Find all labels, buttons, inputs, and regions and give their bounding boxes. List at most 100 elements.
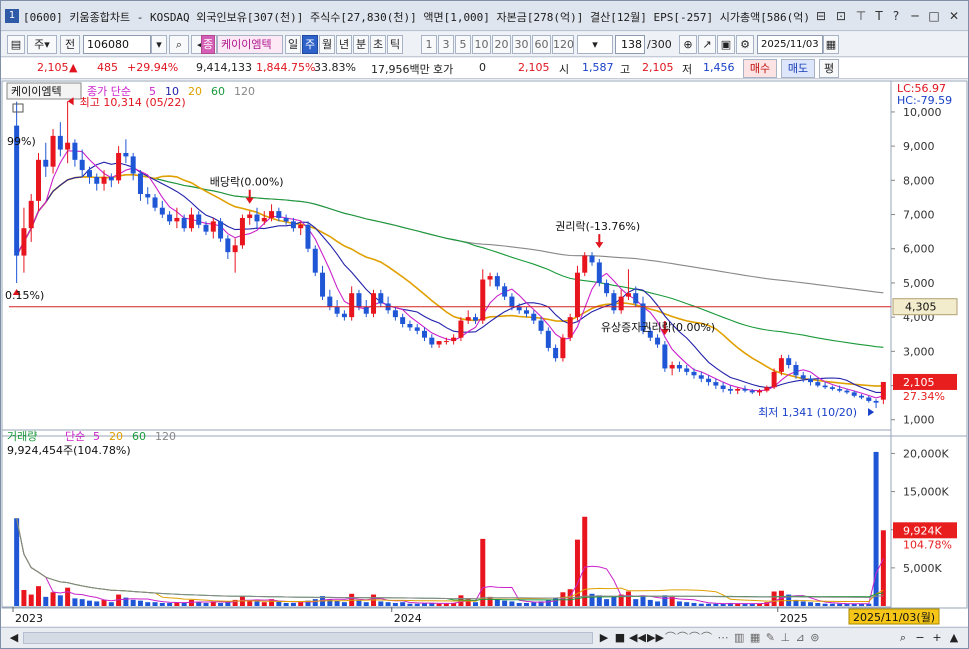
- candle-body: [247, 214, 253, 218]
- chart-mini-icon: [12, 103, 24, 113]
- restore-icon[interactable]: ⊟: [815, 9, 827, 23]
- interval-20[interactable]: 20: [492, 35, 511, 54]
- vol-legend-20: 20: [109, 430, 123, 443]
- stop-icon[interactable]: ■: [614, 631, 626, 644]
- volume-bar: [414, 603, 420, 606]
- tab-4[interactable]: 분: [353, 35, 369, 54]
- tab-6[interactable]: 틱: [387, 35, 403, 54]
- volume-bar: [341, 602, 347, 606]
- hc-label: HC:-79.59: [897, 94, 952, 107]
- volume-bar: [443, 603, 449, 606]
- chart-settings-icon[interactable]: ⊕: [679, 35, 697, 54]
- volume-bar: [465, 599, 471, 606]
- scroll-up-icon[interactable]: ▲: [949, 631, 959, 644]
- y-tick-label: 7,000: [903, 209, 935, 222]
- candle-body: [574, 272, 580, 318]
- calendar-icon[interactable]: ▦: [823, 35, 839, 54]
- volume-bar: [509, 601, 515, 606]
- tab-5[interactable]: 초: [370, 35, 386, 54]
- tab-0[interactable]: 일: [285, 35, 301, 54]
- maximize-icon[interactable]: □: [928, 9, 940, 23]
- fast-forward-icon[interactable]: ▶▶: [647, 631, 664, 644]
- volume-bar: [727, 602, 733, 606]
- candle-body: [487, 276, 493, 280]
- zoom-icon[interactable]: ⌕: [899, 631, 907, 644]
- scroll-left-icon[interactable]: ◀: [9, 631, 19, 644]
- candle-body: [771, 371, 777, 388]
- volume-bar: [334, 600, 340, 606]
- candle-body: [188, 214, 194, 229]
- interval-1[interactable]: 1: [421, 35, 437, 54]
- code-dropdown-button[interactable]: ▾: [151, 35, 167, 54]
- volume-bar: [378, 601, 384, 606]
- volume-bar: [57, 595, 63, 606]
- prev-button[interactable]: 전: [60, 35, 80, 54]
- interval-60[interactable]: 60: [532, 35, 551, 54]
- interval-10[interactable]: 10: [472, 35, 491, 54]
- save-icon[interactable]: ▣: [717, 35, 735, 54]
- candle-body: [378, 293, 384, 304]
- open-label: 시: [559, 63, 570, 76]
- tab-3[interactable]: 년: [336, 35, 352, 54]
- close-icon[interactable]: ✕: [948, 9, 960, 23]
- price-axis-panel: [890, 80, 968, 609]
- tab-2[interactable]: 월: [319, 35, 335, 54]
- candle-body: [793, 365, 799, 376]
- vol-legend-5: 5: [93, 430, 100, 443]
- flat-button[interactable]: 평: [819, 59, 839, 78]
- help-icon[interactable]: ?: [892, 9, 900, 23]
- sell-button[interactable]: 매도: [781, 59, 815, 78]
- ma-line-5: [16, 150, 884, 399]
- period-type-select[interactable]: 주▾: [27, 35, 57, 54]
- volume-bar: [203, 602, 209, 606]
- zoom-in-button[interactable]: +: [932, 631, 942, 644]
- y-tick-label: 9,000: [903, 140, 935, 153]
- gear-icon[interactable]: ⚙: [736, 35, 754, 54]
- volume-bar: [86, 600, 92, 606]
- ma-legend-60: 60: [211, 85, 225, 98]
- window-number: 1: [5, 9, 19, 23]
- search-icon[interactable]: ⌕: [169, 35, 189, 54]
- rewind-icon[interactable]: ◀◀: [629, 631, 646, 644]
- candle-body: [152, 197, 158, 208]
- draw-tool-icon[interactable]: ↗: [698, 35, 716, 54]
- text-icon[interactable]: T: [875, 9, 883, 23]
- menu-icon[interactable]: ▤: [7, 35, 25, 54]
- candle-body: [764, 387, 770, 391]
- tab-1[interactable]: 주: [302, 35, 318, 54]
- link-icon[interactable]: ⊡: [835, 9, 847, 23]
- buy-button[interactable]: 매수: [743, 59, 777, 78]
- zoom-out-button[interactable]: −: [915, 631, 925, 644]
- scroll-right-icon[interactable]: ▶: [599, 631, 609, 644]
- high-arrow-icon: [67, 97, 74, 106]
- open-price: 1,587: [582, 61, 614, 74]
- volume-bar: [538, 601, 544, 606]
- candle-body: [145, 194, 151, 198]
- interval-120[interactable]: 120: [552, 35, 574, 54]
- stock-code-input[interactable]: 106080: [83, 35, 151, 54]
- count-input[interactable]: 138: [615, 35, 645, 54]
- candle-body: [320, 272, 326, 297]
- volume-bar: [145, 602, 151, 606]
- volume-bar: [392, 602, 398, 606]
- volume-bar: [181, 602, 187, 606]
- interval-3[interactable]: 3: [438, 35, 454, 54]
- interval-30[interactable]: 30: [512, 35, 531, 54]
- candle-body: [866, 397, 872, 401]
- date-input[interactable]: 2025/11/03: [757, 35, 823, 54]
- candle-body: [837, 388, 843, 391]
- interval-select[interactable]: ▾: [577, 35, 613, 54]
- candle-body: [57, 135, 63, 150]
- high-label: 고: [620, 63, 631, 76]
- volume-bar: [676, 601, 682, 606]
- minimize-icon[interactable]: ─: [911, 9, 919, 23]
- candle-body: [130, 156, 136, 174]
- scroll-track[interactable]: [23, 632, 593, 644]
- price-chart[interactable]: 10,0009,0008,0007,0006,0005,0004,0003,00…: [1, 80, 968, 626]
- low-arrow-icon: [868, 408, 875, 417]
- pin-icon[interactable]: ⊤: [855, 9, 867, 23]
- interval-5[interactable]: 5: [455, 35, 471, 54]
- volume-bar: [137, 600, 143, 606]
- count-total: /300: [647, 38, 672, 51]
- chart-type-icons[interactable]: ⌒⌒⌒⌒ ⋯ ▥ ▦ ✎ ⊥ ⊿ ⊚: [665, 631, 821, 644]
